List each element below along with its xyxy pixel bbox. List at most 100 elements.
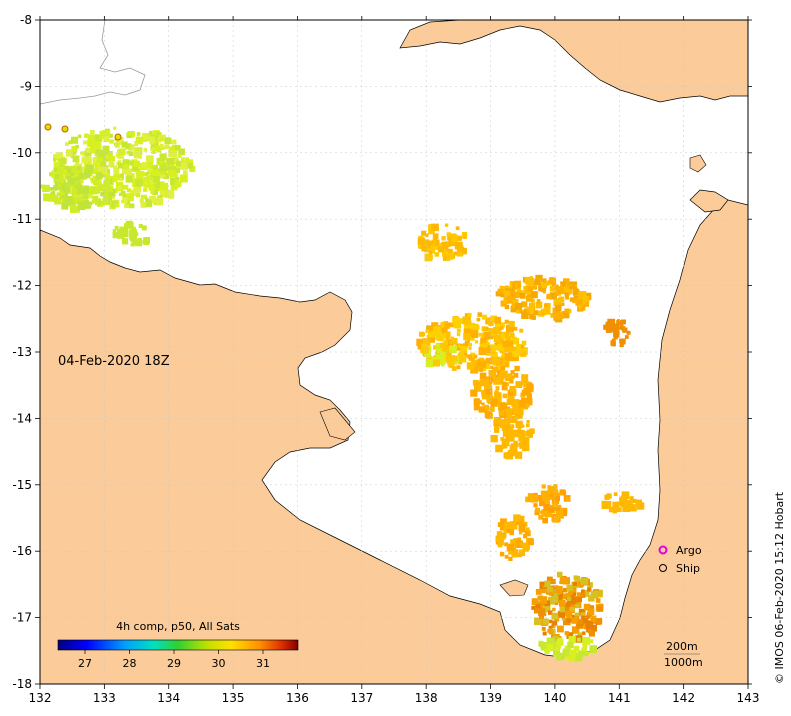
sst-pixel <box>65 196 74 204</box>
sst-pixel <box>564 645 569 650</box>
sst-pixel <box>94 140 101 147</box>
sst-pixel <box>490 399 498 407</box>
sst-pixel <box>54 197 62 205</box>
sst-pixel <box>159 195 163 199</box>
sst-pixel <box>621 491 630 500</box>
sst-pixel <box>577 619 583 625</box>
sst-pixel <box>477 400 482 405</box>
sst-pixel <box>432 233 439 239</box>
sst-pixel <box>524 530 531 537</box>
sst-pixel <box>572 289 580 296</box>
sst-pixel <box>498 410 504 416</box>
sst-pixel <box>453 338 458 342</box>
sst-pixel <box>75 177 80 182</box>
sst-pixel <box>455 226 460 231</box>
sst-pixel <box>518 527 523 532</box>
sst-pixel <box>525 403 530 408</box>
sst-pixel <box>187 163 194 169</box>
sst-pixel <box>115 143 120 148</box>
sst-pixel <box>624 335 629 339</box>
sst-pixel <box>531 606 536 610</box>
sst-pixel <box>81 186 90 194</box>
sst-pixel <box>473 398 480 405</box>
sst-pixel <box>94 134 103 142</box>
sst-pixel <box>428 250 433 255</box>
sst-pixel <box>149 171 154 175</box>
sst-pixel <box>568 654 575 661</box>
sst-pixel <box>148 180 154 186</box>
sst-pixel <box>442 345 449 353</box>
sst-pixel <box>162 172 170 179</box>
sst-pixel <box>444 223 449 227</box>
sst-pixel <box>188 159 193 164</box>
sst-pixel <box>526 296 532 302</box>
sst-pixel <box>134 142 139 147</box>
sst-pixel <box>107 155 113 161</box>
sst-pixel <box>489 406 495 412</box>
sst-pixel <box>535 589 542 595</box>
sst-pixel <box>482 378 489 385</box>
sst-pixel <box>456 332 461 337</box>
sst-pixel <box>557 645 562 649</box>
sst-pixel <box>563 606 571 615</box>
sst-pixel <box>578 608 586 616</box>
sst-pixel <box>103 136 110 143</box>
sst-pixel <box>595 598 601 603</box>
sst-pixel <box>175 177 180 181</box>
sst-pixel <box>42 186 48 192</box>
sst-pixel <box>528 433 533 438</box>
sst-pixel <box>183 157 187 161</box>
sst-pixel <box>564 631 569 636</box>
sst-pixel <box>115 232 119 236</box>
sst-pixel <box>438 355 445 362</box>
sst-pixel <box>453 340 458 345</box>
sst-pixel <box>76 173 80 177</box>
sst-pixel <box>569 597 577 605</box>
sst-pixel <box>474 340 479 344</box>
sst-pixel <box>462 316 470 324</box>
sst-pixel <box>542 618 549 625</box>
sst-pixel <box>529 276 533 280</box>
colorbar-ticks: 27 28 29 30 31 <box>78 650 270 670</box>
sst-pixel <box>61 202 69 210</box>
sst-pixel <box>525 496 531 503</box>
sst-pixel <box>556 652 564 661</box>
sst-pixel <box>180 162 188 170</box>
sst-pixel <box>606 493 612 499</box>
sst-pixel <box>56 192 61 197</box>
sst-pixel <box>159 165 166 172</box>
sst-pixel <box>427 334 435 343</box>
sst-pixel <box>456 245 464 252</box>
sst-pixel <box>616 322 624 330</box>
sst-pixel <box>84 149 92 157</box>
sst-pixel <box>558 296 565 303</box>
sst-pixel <box>509 379 514 384</box>
y-tick-label: -8 <box>20 13 32 27</box>
sst-pixel <box>500 333 505 339</box>
sst-pixel <box>138 177 142 181</box>
sst-pixel <box>147 133 151 137</box>
land-new-guinea <box>399 20 748 103</box>
sst-pixel <box>622 507 627 512</box>
sst-pixel <box>468 342 472 347</box>
sst-pixel <box>554 495 560 502</box>
sst-pixel <box>486 392 493 399</box>
sst-pixel <box>427 328 431 332</box>
sst-pixel <box>458 351 464 357</box>
sst-pixel <box>170 150 178 158</box>
sst-pixel <box>513 514 521 522</box>
sst-pixel <box>538 514 544 520</box>
sst-pixel <box>97 150 105 158</box>
sst-pixel <box>421 343 427 349</box>
sst-pixel <box>54 174 60 179</box>
depth-contour-1000: 1000m <box>664 656 703 669</box>
sst-pixel <box>129 160 134 165</box>
sst-pixel <box>84 161 90 167</box>
sst-pixel <box>143 172 147 177</box>
sst-pixel <box>500 402 508 411</box>
x-tick-label: 132 <box>29 691 52 705</box>
sst-pixel <box>440 322 446 328</box>
sst-pixel <box>489 328 495 334</box>
sst-pixel <box>135 136 144 145</box>
sst-pixel <box>627 500 633 505</box>
